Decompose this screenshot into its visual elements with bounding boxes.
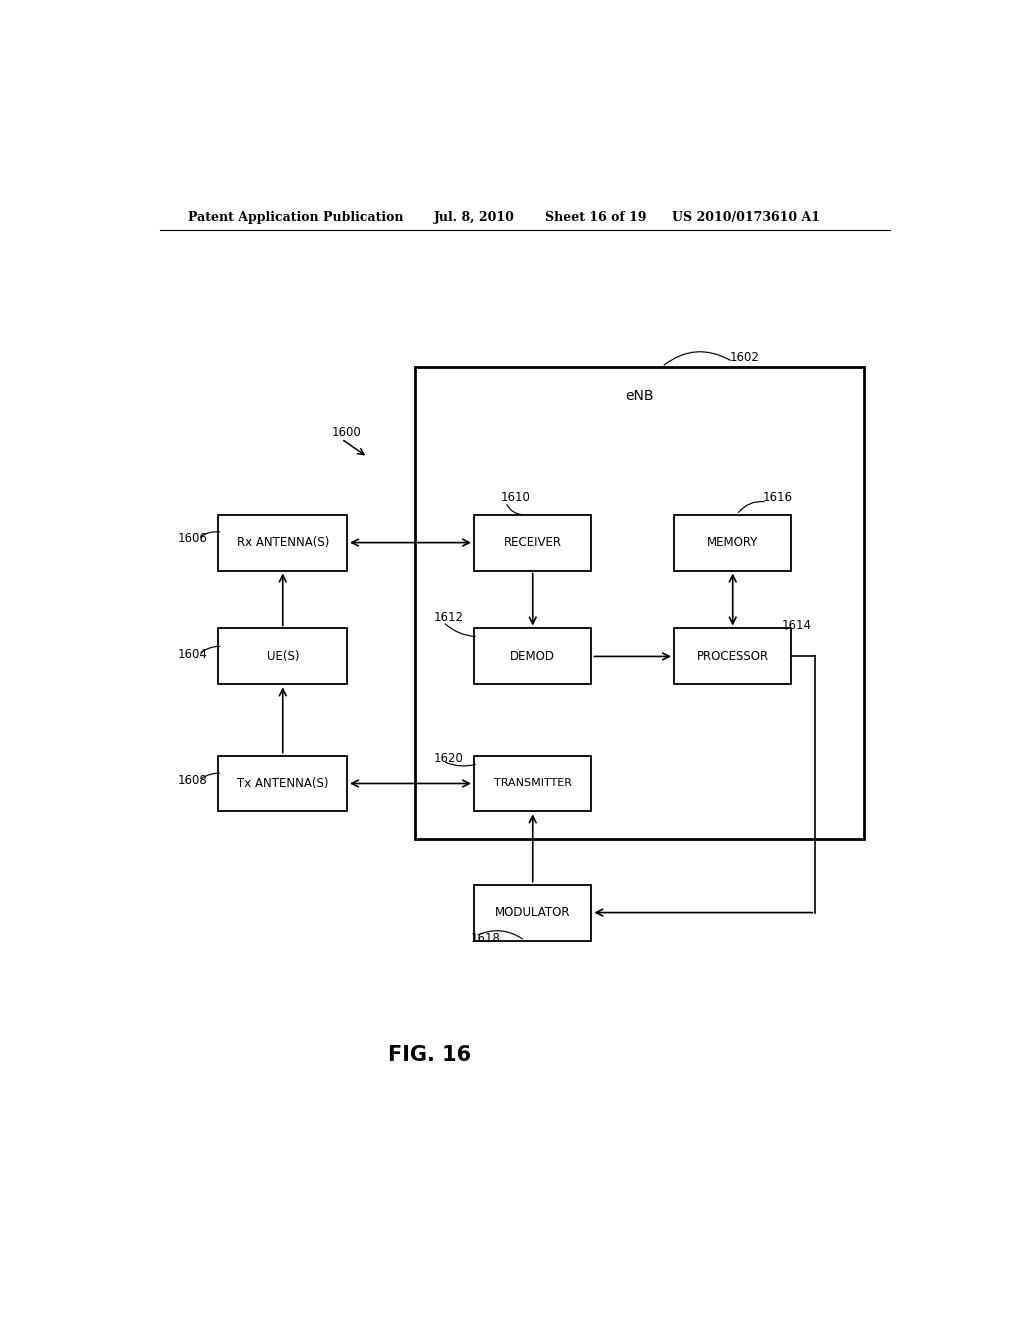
Text: 1612: 1612 bbox=[433, 611, 464, 624]
Text: Sheet 16 of 19: Sheet 16 of 19 bbox=[545, 211, 646, 224]
Text: 1620: 1620 bbox=[433, 751, 464, 764]
Bar bbox=[474, 515, 592, 570]
Text: eNB: eNB bbox=[626, 389, 653, 403]
Text: 1604: 1604 bbox=[177, 648, 207, 661]
Bar bbox=[218, 755, 347, 812]
Text: 1614: 1614 bbox=[782, 619, 812, 632]
Bar bbox=[218, 515, 347, 570]
Bar bbox=[674, 515, 792, 570]
Text: 1606: 1606 bbox=[177, 532, 207, 545]
Text: Jul. 8, 2010: Jul. 8, 2010 bbox=[433, 211, 514, 224]
Text: 1608: 1608 bbox=[177, 774, 207, 787]
Text: US 2010/0173610 A1: US 2010/0173610 A1 bbox=[672, 211, 819, 224]
Text: MODULATOR: MODULATOR bbox=[495, 906, 570, 919]
Text: DEMOD: DEMOD bbox=[510, 649, 555, 663]
Bar bbox=[474, 884, 592, 941]
Text: Patent Application Publication: Patent Application Publication bbox=[187, 211, 403, 224]
Text: 1616: 1616 bbox=[763, 491, 793, 504]
Text: TRANSMITTER: TRANSMITTER bbox=[494, 779, 571, 788]
Text: Tx ANTENNA(S): Tx ANTENNA(S) bbox=[237, 777, 329, 789]
Text: MEMORY: MEMORY bbox=[707, 536, 759, 549]
Text: Rx ANTENNA(S): Rx ANTENNA(S) bbox=[237, 536, 329, 549]
Text: UE(S): UE(S) bbox=[266, 649, 299, 663]
Text: 1610: 1610 bbox=[501, 491, 530, 504]
Bar bbox=[674, 628, 792, 684]
Text: RECEIVER: RECEIVER bbox=[504, 536, 562, 549]
Bar bbox=[416, 367, 863, 840]
Text: FIG. 16: FIG. 16 bbox=[388, 1045, 471, 1065]
Text: PROCESSOR: PROCESSOR bbox=[696, 649, 769, 663]
Bar bbox=[474, 628, 592, 684]
Text: 1600: 1600 bbox=[332, 426, 361, 440]
Text: 1602: 1602 bbox=[729, 351, 760, 364]
Text: 1618: 1618 bbox=[471, 932, 501, 945]
Bar bbox=[474, 755, 592, 812]
Bar bbox=[218, 628, 347, 684]
